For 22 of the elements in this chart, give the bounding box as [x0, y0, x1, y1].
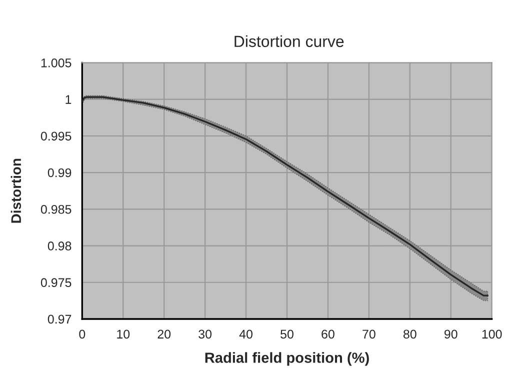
y-tick-label: 0.98	[48, 242, 72, 250]
x-tick-label: 0	[79, 330, 86, 339]
x-tick-label: 30	[198, 330, 212, 339]
x-tick-label: 80	[403, 330, 416, 339]
x-tick-label: 50	[280, 330, 294, 339]
y-tick-label: 0.995	[40, 132, 72, 141]
x-tick-label: 20	[158, 330, 171, 339]
x-tick-label: 40	[239, 330, 252, 339]
y-tick-label: 0.975	[40, 278, 72, 288]
y-tick-label: 1.005	[41, 58, 72, 68]
x-tick-label: 100	[482, 330, 502, 339]
chart-title: Distortion curve	[234, 35, 344, 48]
x-axis-title: Radial field position (%)	[205, 352, 369, 366]
x-tick-label: 70	[362, 330, 376, 339]
x-tick-label: 90	[444, 330, 458, 339]
y-tick-label: 0.97	[48, 314, 72, 324]
y-tick-label: 0.99	[48, 168, 72, 178]
x-tick-label: 60	[322, 330, 334, 339]
y-axis-title: Distortion	[10, 158, 22, 223]
y-tick-label: 1	[66, 95, 72, 104]
y-tick-label: 0.985	[40, 204, 72, 214]
x-tick-label: 10	[117, 330, 130, 339]
